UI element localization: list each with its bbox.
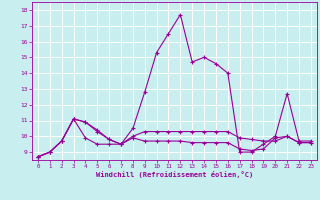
X-axis label: Windchill (Refroidissement éolien,°C): Windchill (Refroidissement éolien,°C) <box>96 171 253 178</box>
